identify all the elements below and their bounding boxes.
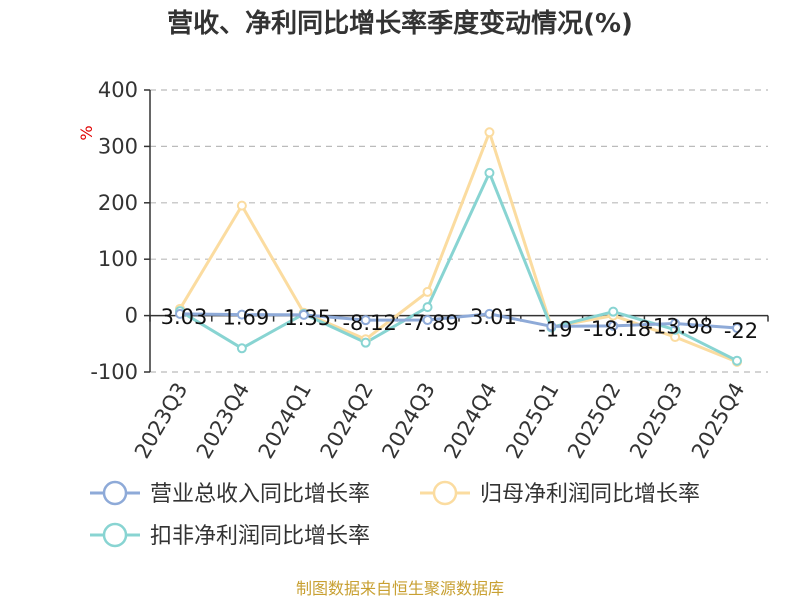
data-point xyxy=(732,355,742,366)
data-point xyxy=(484,308,495,319)
source-note: 制图数据来自恒生聚源数据库 xyxy=(296,579,504,598)
data-label: -22 xyxy=(724,319,758,343)
legend-swatch-marker xyxy=(432,480,458,506)
legend-label: 营业总收入同比增长率 xyxy=(150,482,370,507)
data-point xyxy=(732,323,742,334)
legend-swatch-marker xyxy=(102,522,128,548)
data-point xyxy=(484,127,495,138)
data-point xyxy=(298,309,309,320)
data-point xyxy=(422,315,433,326)
series-line xyxy=(178,130,738,364)
x-tick-label: 2025Q4 xyxy=(687,379,749,463)
y-tick-label: 200 xyxy=(98,191,138,215)
data-label: 1.69 xyxy=(223,306,270,330)
data-point xyxy=(236,200,247,211)
legend-label: 扣非净利润同比增长率 xyxy=(150,524,370,549)
series-lines xyxy=(178,130,738,364)
data-point xyxy=(608,320,619,331)
data-point xyxy=(422,302,433,313)
x-tick-label: 2025Q3 xyxy=(625,379,687,463)
data-point xyxy=(484,167,495,178)
y-unit-label: % xyxy=(77,125,96,140)
gridlines xyxy=(150,89,768,373)
y-tick-label: 300 xyxy=(98,134,138,158)
x-tick-label: 2025Q2 xyxy=(563,379,625,463)
series-line xyxy=(179,312,738,330)
data-label: -8.12 xyxy=(342,311,396,335)
data-label: 3.01 xyxy=(470,305,517,329)
legend-swatch-marker xyxy=(102,480,128,506)
data-point xyxy=(360,315,371,326)
x-tick-label: 2024Q2 xyxy=(316,379,378,463)
legend-label: 归母净利润同比增长率 xyxy=(480,482,700,507)
y-tick-label: -100 xyxy=(90,360,138,384)
data-point xyxy=(546,321,557,332)
data-label: -13.98 xyxy=(645,314,713,338)
chart-title: 营收、净利同比增长率季度变动情况(%) xyxy=(167,8,633,39)
x-tick-label: 2023Q4 xyxy=(192,379,254,463)
y-tick-label: 100 xyxy=(98,247,138,271)
data-point xyxy=(670,318,681,329)
x-axis-ticks: 2023Q3 2023Q4 2024Q1 2024Q2 2024Q3 2024Q4 2025… xyxy=(130,379,749,463)
data-point xyxy=(175,308,185,319)
data-label: -19 xyxy=(538,317,572,341)
x-tick-label: 2023Q3 xyxy=(130,379,192,463)
data-point xyxy=(608,306,619,317)
x-tick-label: 2024Q4 xyxy=(439,379,501,463)
data-label: 3.03 xyxy=(161,305,208,329)
data-labels: 3.03 1.69 1.35 -8.12 -7.89 3.01 -19 -18.18-13.9… xyxy=(161,305,759,343)
data-label: 1.35 xyxy=(284,306,331,330)
y-axis-ticks: 400 300 200 100 0 -100 xyxy=(90,78,138,384)
x-tick-label: 2024Q1 xyxy=(254,379,316,463)
data-point xyxy=(236,343,247,354)
x-tick-label: 2024Q3 xyxy=(377,379,439,463)
data-point xyxy=(422,286,433,297)
x-tick-label: 2025Q1 xyxy=(501,379,563,463)
y-tick-label: 0 xyxy=(125,304,138,328)
data-point xyxy=(236,309,247,320)
series-points xyxy=(175,127,742,367)
y-tick-label: 400 xyxy=(98,78,138,102)
series-line xyxy=(179,171,738,363)
data-label: -7.89 xyxy=(404,311,458,335)
data-point xyxy=(360,337,371,348)
data-label: -18.18 xyxy=(583,317,651,341)
